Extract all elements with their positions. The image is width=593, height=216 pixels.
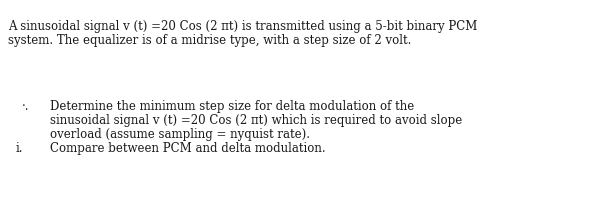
Text: A sinusoidal signal v (t) =20 Cos (2 πt) is transmitted using a 5-bit binary PCM: A sinusoidal signal v (t) =20 Cos (2 πt)… (8, 20, 477, 33)
Text: system. The equalizer is of a midrise type, with a step size of 2 volt.: system. The equalizer is of a midrise ty… (8, 34, 412, 47)
Text: overload (assume sampling = nyquist rate).: overload (assume sampling = nyquist rate… (50, 128, 310, 141)
Text: sinusoidal signal v (t) =20 Cos (2 πt) which is required to avoid slope: sinusoidal signal v (t) =20 Cos (2 πt) w… (50, 114, 463, 127)
Text: ·.: ·. (22, 100, 30, 113)
Text: Determine the minimum step size for delta modulation of the: Determine the minimum step size for delt… (50, 100, 415, 113)
Text: i.: i. (16, 142, 24, 155)
Text: Compare between PCM and delta modulation.: Compare between PCM and delta modulation… (50, 142, 326, 155)
